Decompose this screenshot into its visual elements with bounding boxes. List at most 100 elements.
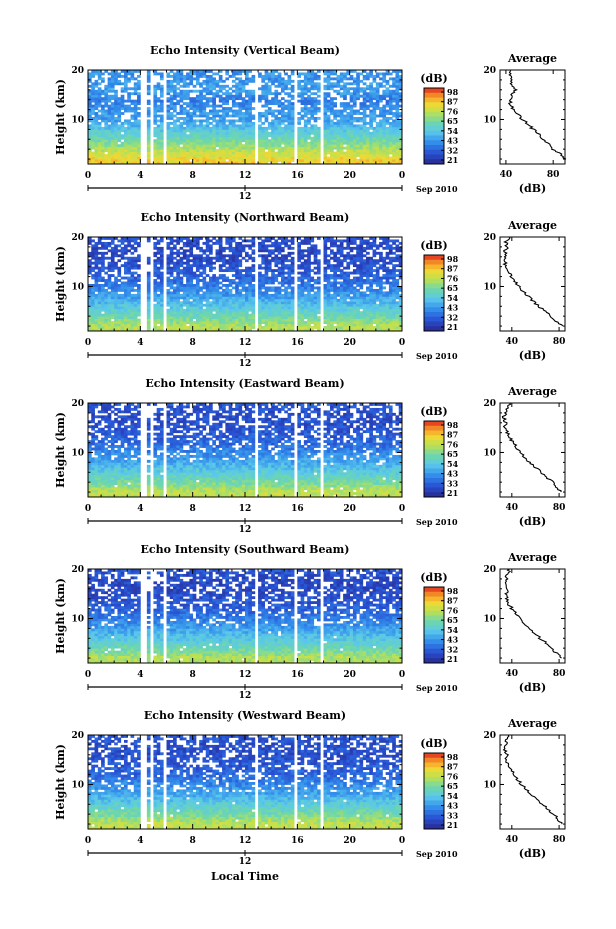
heatmap-cell	[195, 72, 200, 76]
heatmap-cell	[225, 149, 230, 153]
heatmap-cell	[277, 156, 282, 160]
heatmap-cell	[303, 254, 308, 258]
heatmap-cell	[316, 323, 321, 327]
heatmap-cell	[245, 94, 249, 98]
heatmap-cell	[330, 109, 334, 113]
heatmap-cell	[251, 269, 256, 273]
heatmap-cell	[192, 99, 197, 103]
heatmap-cell	[375, 131, 380, 135]
heatmap-cell	[101, 246, 105, 250]
heatmap-cell	[176, 261, 180, 265]
heatmap-cell	[123, 249, 128, 253]
heatmap-cell	[127, 124, 131, 128]
heatmap-cell	[225, 296, 230, 300]
heatmap-cell	[375, 159, 380, 162]
heatmap-cell	[215, 311, 220, 315]
heatmap-cell	[307, 326, 311, 329]
heatmap-cell	[326, 114, 331, 118]
heatmap-cell	[326, 74, 331, 78]
heatmap-cell	[205, 151, 210, 155]
heatmap-cell	[192, 146, 197, 150]
heatmap-cell	[343, 161, 347, 165]
heatmap-cell	[218, 274, 223, 277]
heatmap-cell	[127, 271, 131, 275]
heatmap-cell	[307, 328, 311, 332]
heatmap-cell	[349, 92, 354, 96]
heatmap-cell	[195, 259, 200, 263]
heatmap-cell	[245, 308, 249, 312]
heatmap-cell	[231, 261, 236, 265]
heatmap-cell	[300, 311, 305, 315]
heatmap-cell	[300, 161, 305, 165]
heatmap-cell	[91, 92, 95, 96]
heatmap-cell	[241, 114, 246, 118]
heatmap-cell	[258, 246, 262, 250]
heatmap-cell	[186, 326, 190, 329]
heatmap-cell	[392, 154, 396, 157]
heatmap-cell	[235, 326, 239, 329]
heatmap-cell	[189, 323, 194, 327]
heatmap-cell	[212, 281, 216, 285]
heatmap-cell	[297, 259, 301, 263]
heatmap-cell	[94, 256, 99, 260]
heatmap-cell	[343, 74, 347, 78]
heatmap-cell	[251, 306, 256, 310]
heatmap-cell	[339, 134, 344, 138]
heatmap-cell	[205, 303, 210, 307]
heatmap-cell	[94, 328, 99, 332]
heatmap-cell	[94, 114, 99, 118]
heatmap-cell	[120, 298, 125, 302]
heatmap-cell	[94, 266, 99, 270]
heatmap-cell	[110, 84, 115, 88]
heatmap-cell	[137, 296, 141, 300]
heatmap-cell	[362, 89, 367, 93]
heatmap-cell	[343, 129, 347, 133]
heatmap-cell	[127, 159, 131, 162]
heatmap-cell	[97, 259, 102, 263]
heatmap-cell	[127, 70, 131, 73]
heatmap-cell	[97, 97, 102, 101]
heatmap-cell	[202, 129, 207, 133]
heatmap-cell	[245, 239, 249, 243]
heatmap-cell	[225, 107, 230, 110]
heatmap-cell	[356, 134, 360, 138]
heatmap-cell	[209, 144, 213, 148]
heatmap-cell	[123, 244, 128, 248]
heatmap-cell	[91, 126, 95, 130]
heatmap-cell	[366, 72, 370, 76]
heatmap-cell	[300, 99, 305, 103]
heatmap-cell	[238, 288, 243, 292]
heatmap-cell	[209, 246, 213, 250]
heatmap-cell	[173, 149, 177, 153]
heatmap-cell	[209, 311, 213, 315]
heatmap-cell	[264, 99, 269, 103]
heatmap-cell	[356, 144, 360, 148]
heatmap-cell	[212, 279, 216, 282]
heatmap-cell	[94, 264, 99, 268]
heatmap-cell	[339, 141, 344, 145]
heatmap-cell	[222, 121, 226, 125]
heatmap-cell	[88, 109, 92, 113]
heatmap-cell	[107, 303, 112, 307]
heatmap-cell	[267, 303, 272, 307]
heatmap-cell	[137, 121, 141, 125]
heatmap-cell	[189, 131, 194, 135]
heatmap-cell	[287, 313, 292, 317]
heatmap-cell	[215, 326, 220, 329]
heatmap-cell	[133, 311, 138, 315]
heatmap-cell	[205, 264, 210, 268]
heatmap-cell	[159, 306, 164, 310]
heatmap-cell	[333, 161, 337, 165]
heatmap-cell	[313, 271, 318, 275]
heatmap-cell	[182, 129, 187, 133]
heatmap-cell	[153, 311, 158, 315]
heatmap-cell	[212, 284, 216, 287]
heatmap-cell	[343, 131, 347, 135]
heatmap-cell	[290, 151, 295, 155]
heatmap-cell	[176, 99, 180, 103]
heatmap-cell	[290, 298, 295, 302]
heatmap-cell	[202, 156, 207, 160]
heatmap-cell	[225, 70, 230, 73]
heatmap-cell	[94, 311, 99, 315]
heatmap-cell	[238, 107, 243, 110]
